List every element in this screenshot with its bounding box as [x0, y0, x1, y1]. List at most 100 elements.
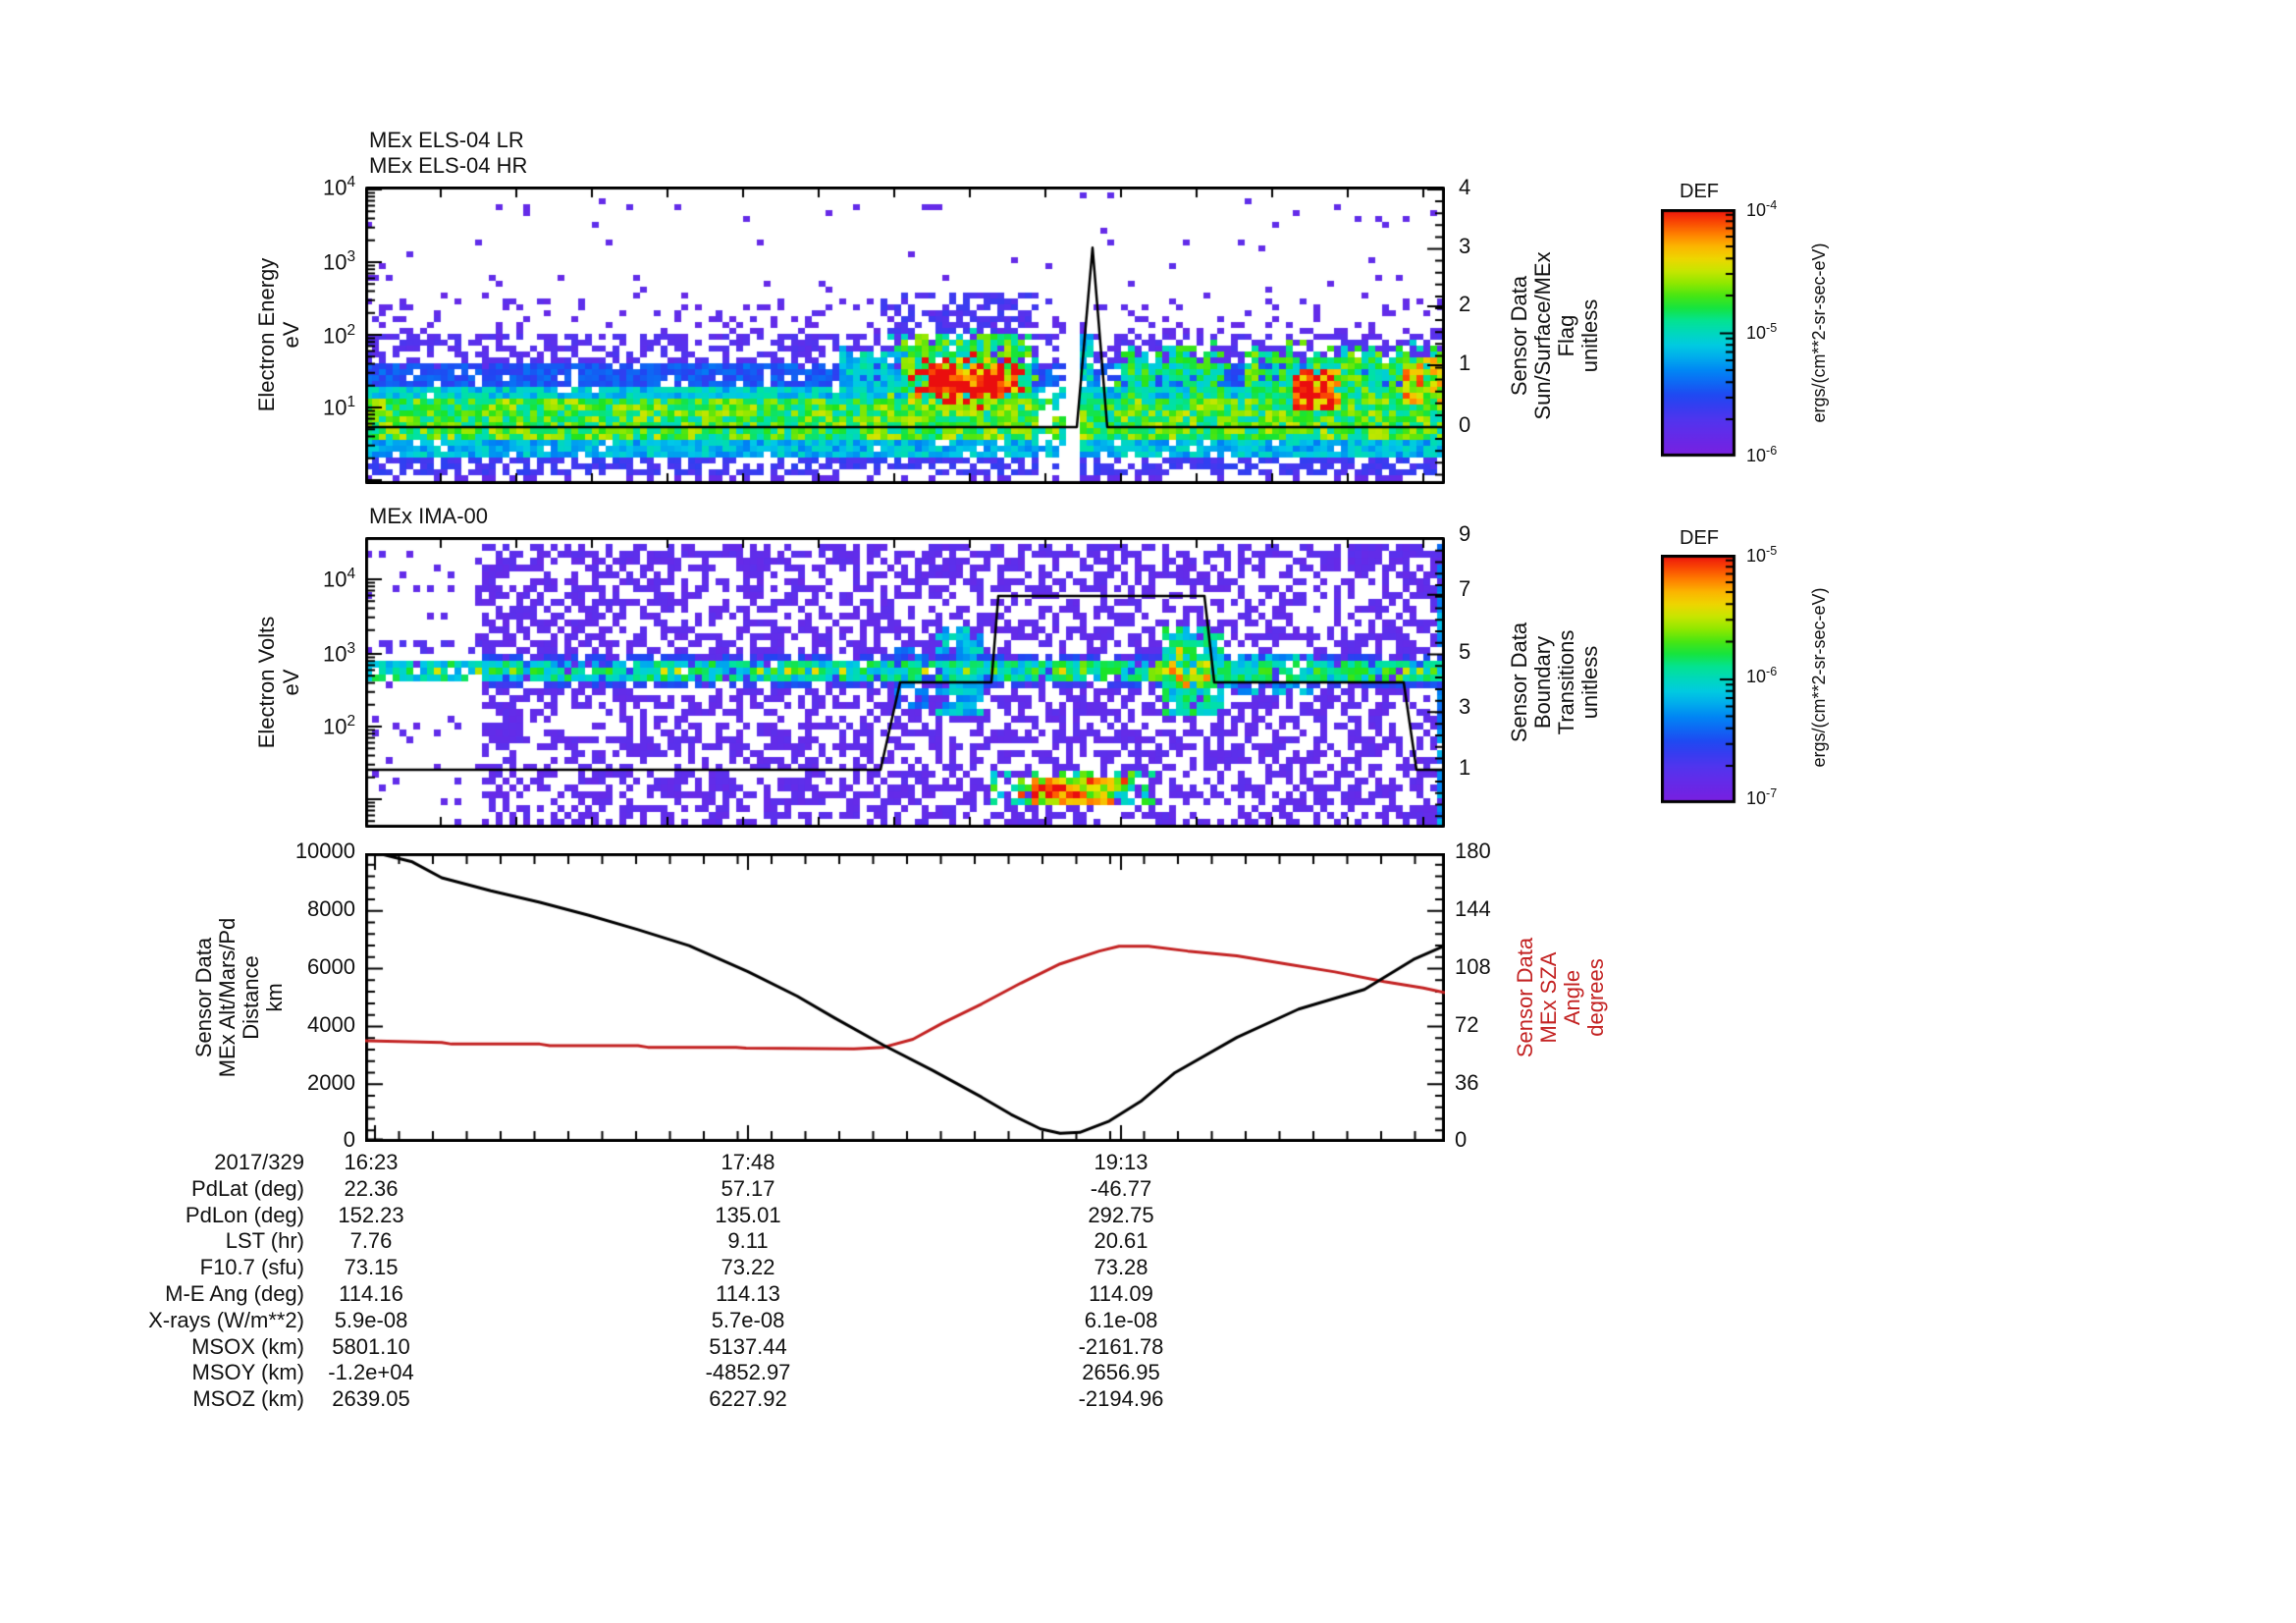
els_right-tick-label: 0 [1459, 412, 1471, 438]
ima_right-tick-label: 3 [1459, 694, 1471, 720]
cb2-tick-label: 10-6 [1746, 665, 1777, 686]
colorbar1-title: DEF [1680, 181, 1719, 202]
ima_left-tick-label: 102 [323, 713, 355, 739]
alt_right-tick-label: 36 [1455, 1070, 1479, 1096]
table-cell: 57.17 [721, 1175, 775, 1201]
exponent: -5 [1766, 320, 1778, 335]
alt-y-axis-label-line: MEx Alt/Mars/Pd [215, 917, 240, 1078]
els_right-tick-label: 1 [1459, 351, 1471, 376]
mantissa: 10 [1746, 666, 1767, 686]
table-cell: -2161.78 [1078, 1333, 1164, 1359]
els-right-axis-label: Sensor Data Sun/Surface/MEx Flag unitless [1507, 251, 1602, 419]
alt-y-axis-label: Sensor Data MEx Alt/Mars/Pd Distance km [191, 917, 287, 1078]
alt_left-tick-label: 4000 [307, 1012, 355, 1038]
els_right-tick-label: 2 [1459, 292, 1471, 317]
mantissa: 10 [1746, 545, 1767, 566]
table-row-label: F10.7 (sfu) [199, 1255, 304, 1280]
mantissa: 10 [322, 395, 347, 420]
alt_left-tick-label: 8000 [307, 896, 355, 922]
cb1-tick-label: 10-6 [1746, 444, 1777, 465]
ima_right-tick-label: 9 [1459, 521, 1471, 547]
table-cell: 16:23 [344, 1150, 399, 1174]
table-cell: 73.22 [721, 1255, 775, 1280]
table-row-label: MSOZ (km) [192, 1386, 304, 1412]
table-cell: -4852.97 [705, 1360, 791, 1385]
els_left-tick-label: 101 [323, 394, 355, 420]
exponent: 4 [347, 174, 355, 191]
table-cell: 292.75 [1088, 1202, 1154, 1227]
table-row-label: X-rays (W/m**2) [148, 1307, 304, 1332]
table-cell: 5.9e-08 [334, 1307, 408, 1332]
els-right-axis-label-line: Sensor Data [1507, 275, 1531, 397]
altitude-sza-panel [365, 853, 1445, 1142]
ima-right-axis-label-line: Sensor Data [1507, 622, 1531, 743]
ima-y-axis-label-line: Electron Volts [254, 616, 279, 749]
table-cell: 152.23 [338, 1202, 404, 1227]
table-cell: 5801.10 [332, 1333, 410, 1359]
exponent: -5 [1766, 543, 1778, 558]
table-cell: 114.16 [339, 1281, 403, 1306]
ima_left-tick-label: 104 [323, 566, 355, 592]
els-y-axis-label-line: Electron Energy [254, 257, 279, 412]
exponent: 4 [347, 566, 355, 583]
ima-right-axis-label: Sensor Data Boundary Transitions unitless [1507, 622, 1602, 743]
table-row-label: MSOY (km) [191, 1360, 304, 1385]
sza-y-axis-label-line: Angle [1560, 969, 1584, 1026]
exponent: 1 [347, 394, 355, 411]
alt-y-axis-label-line: Distance [239, 955, 263, 1040]
ima_right-tick-label: 7 [1459, 576, 1471, 602]
alt_right-tick-label: 144 [1455, 896, 1491, 922]
ima-right-axis-label-line: Boundary [1530, 635, 1555, 730]
def-colorbar-2 [1661, 555, 1747, 807]
ima-y-axis-label-line: eV [279, 669, 303, 696]
ima_right-tick-label: 5 [1459, 639, 1471, 665]
mantissa: 10 [322, 641, 347, 667]
colorbar2-unit-label: ergs/(cm**2-sr-sec-eV) [1808, 587, 1829, 768]
els-y-axis-label-line: eV [279, 321, 303, 349]
exponent: 3 [347, 248, 355, 266]
els_left-tick-label: 104 [323, 174, 355, 200]
table-cell: 135.01 [715, 1202, 781, 1227]
els_right-tick-label: 3 [1459, 234, 1471, 259]
exponent: -6 [1766, 443, 1778, 458]
ima_right-tick-label: 1 [1459, 755, 1471, 781]
els-right-axis-label-line: unitless [1577, 298, 1602, 373]
sza-y-axis-label: Sensor Data MEx SZA Angle degrees [1513, 938, 1608, 1057]
alt_right-tick-label: 108 [1455, 954, 1491, 980]
cb1-tick-label: 10-4 [1746, 198, 1777, 220]
table-cell: 73.15 [344, 1255, 399, 1280]
table-row-label: M-E Ang (deg) [165, 1281, 304, 1306]
exponent: 3 [347, 640, 355, 658]
exponent: -7 [1766, 785, 1778, 800]
alt_right-tick-label: 72 [1455, 1012, 1479, 1038]
ima-right-axis-label-line: unitless [1577, 645, 1602, 720]
ima-y-axis-label: Electron Volts eV [254, 617, 303, 749]
table-cell: 19:13 [1094, 1150, 1148, 1174]
table-cell: 17:48 [721, 1150, 775, 1174]
els_right-tick-label: 4 [1459, 175, 1471, 200]
alt_left-tick-label: 6000 [307, 954, 355, 980]
alt_right-tick-label: 180 [1455, 839, 1491, 864]
table-row-label: LST (hr) [225, 1228, 304, 1254]
mantissa: 10 [322, 323, 347, 349]
table-cell: 114.13 [716, 1281, 780, 1306]
els-y-axis-label: Electron Energy eV [254, 258, 303, 412]
colorbar1-unit-label: ergs/(cm**2-sr-sec-eV) [1808, 243, 1829, 423]
els-title-line2: MEx ELS-04 HR [369, 153, 528, 178]
mantissa: 10 [1746, 322, 1767, 343]
table-cell: 6.1e-08 [1084, 1307, 1158, 1332]
table-cell: 2639.05 [332, 1386, 410, 1412]
table-cell: 6227.92 [709, 1386, 787, 1412]
colorbar2-title: DEF [1680, 527, 1719, 549]
els_left-tick-label: 103 [323, 248, 355, 275]
table-cell: 9.11 [727, 1228, 769, 1254]
alt_right-tick-label: 0 [1455, 1127, 1468, 1153]
table-cell: 20.61 [1094, 1228, 1148, 1254]
table-row-label: MSOX (km) [191, 1333, 304, 1359]
table-cell: -1.2e+04 [328, 1360, 414, 1385]
sza-y-axis-label-line: MEx SZA [1536, 951, 1561, 1044]
alt_left-tick-label: 0 [343, 1127, 355, 1153]
exponent: 2 [347, 322, 355, 340]
table-cell: 7.76 [349, 1228, 393, 1254]
